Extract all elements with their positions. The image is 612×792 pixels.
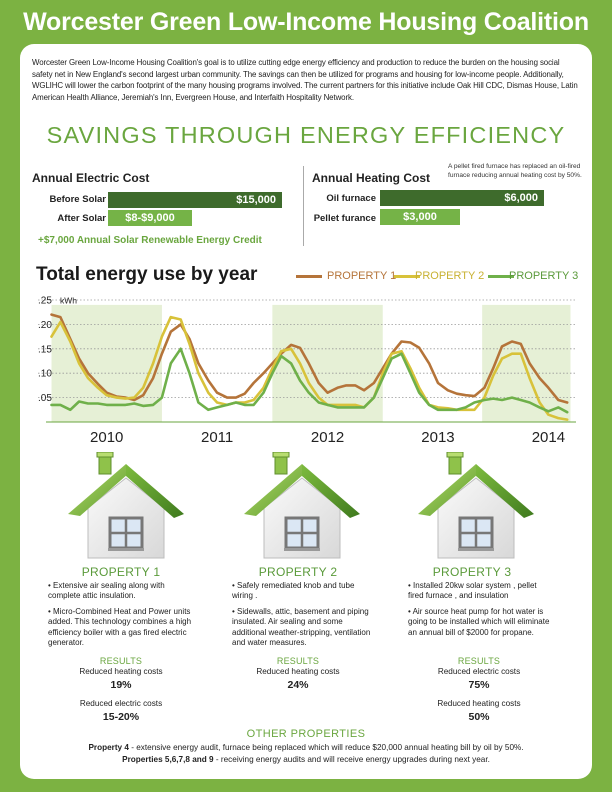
content-panel: Worcester Green Low-Income Housing Coali… (20, 44, 592, 779)
property-4-text: - extensive energy audit, furnace being … (128, 743, 524, 752)
heating-cost-title: Annual Heating Cost (312, 171, 431, 185)
y-tick-label: .25 (38, 296, 52, 307)
house-2-icon (242, 452, 362, 562)
savings-title: SAVINGS THROUGH ENERGY EFFICIENCY (46, 122, 566, 148)
heating-note: A pellet fired furnace has replaced an o… (448, 163, 582, 179)
result-label: Reduced electric costs (437, 667, 521, 676)
property-3-title: PROPERTY 3 (432, 565, 512, 579)
chart-legend: PROPERTY 1 PROPERTY 2 PROPERTY 3 (296, 270, 579, 284)
after-solar-label: After Solar (57, 213, 106, 224)
result-label: Reduced heating costs (437, 699, 521, 708)
series-line-property-1 (50, 313, 569, 404)
legend-label-property-2: PROPERTY 2 (415, 270, 485, 282)
other-properties-title: OTHER PROPERTIES (246, 728, 366, 740)
properties-5-9-label: Properties 5,6,7,8 and 9 (122, 755, 214, 764)
property-3-bullet: • Installed 20kw solar system , pellet f… (408, 581, 537, 601)
other-properties-line-1: Property 4 - extensive energy audit, fur… (20, 743, 592, 752)
property-4-label: Property 4 (88, 743, 129, 752)
result-value: 19% (110, 679, 132, 691)
y-tick-label: .20 (38, 320, 52, 331)
x-tick-label: 2014 (532, 429, 565, 446)
pellet-furnace-bar: $3,000 (380, 209, 460, 225)
results-heading: RESULTS (99, 656, 143, 666)
oil-furnace-label: Oil furnace (326, 193, 376, 204)
solar-credit-text: +$7,000 Annual Solar Renewable Energy Cr… (38, 235, 262, 246)
property-3-results: RESULTS Reduced electric costs 75% Reduc… (404, 656, 554, 731)
x-tick-label: 2012 (311, 429, 344, 446)
result-value: 50% (468, 711, 490, 723)
oil-furnace-bar: $6,000 (380, 190, 544, 206)
y-tick-label: .10 (38, 369, 52, 380)
result-label: Reduced electric costs (79, 699, 163, 708)
property-1-results: RESULTS Reduced heating costs 19% Reduce… (46, 656, 196, 731)
energy-line-chart: .25 .20 .15 .10 .05 kWh 2010 2011 2012 2013 2014 (38, 296, 576, 446)
house-illustration-2 (242, 452, 362, 567)
cost-divider (303, 166, 304, 246)
results-heading: RESULTS (276, 656, 320, 666)
property-1-bullet: • Micro-Combined Heat and Power units ad… (48, 606, 192, 648)
y-tick-label: .15 (38, 344, 52, 355)
results-heading: RESULTS (457, 656, 501, 666)
property-2-bullet: • Safely remediated knob and tube wiring… (232, 581, 355, 601)
legend-swatch-property-3 (488, 275, 514, 278)
legend-swatch-property-2 (394, 275, 420, 278)
other-properties-line-2: Properties 5,6,7,8 and 9 - receiving ene… (20, 755, 592, 764)
house-3-icon (416, 452, 536, 562)
result-value: 24% (287, 679, 309, 691)
house-1-icon (66, 452, 186, 562)
house-illustration-1 (66, 452, 186, 567)
intro-paragraph: Worcester Green Low-Income Housing Coali… (32, 58, 578, 102)
property-2-bullet: • Sidewalls, attic, basement and piping … (232, 606, 371, 648)
result-label: Reduced heating costs (256, 667, 340, 676)
after-solar-bar: $8-$9,000 (108, 210, 192, 226)
before-solar-bar: $15,000 (108, 192, 282, 208)
y-tick-label: .05 (38, 393, 52, 404)
series-line-property-3 (50, 347, 569, 414)
result-value: 15-20% (102, 711, 140, 723)
house-illustration-3 (416, 452, 536, 567)
x-tick-label: 2011 (201, 429, 233, 446)
chart-title: Total energy use by year (36, 264, 258, 285)
property-1-title: PROPERTY 1 (81, 565, 161, 579)
property-2-bullets: • Safely remediated knob and tube wiring… (232, 581, 372, 653)
x-tick-label: 2010 (90, 429, 123, 446)
pellet-furnace-label: Pellet furance (313, 213, 376, 224)
unit-label: kWh (60, 296, 77, 306)
property-1-bullet: • Extensive air sealing along with compl… (48, 581, 165, 601)
result-label: Reduced heating costs (79, 667, 163, 676)
property-1-bullets: • Extensive air sealing along with compl… (48, 581, 198, 653)
legend-swatch-property-1 (296, 275, 322, 278)
property-3-bullet: • Air source heat pump for hot water is … (408, 606, 550, 637)
legend-label-property-3: PROPERTY 3 (509, 270, 579, 282)
result-value: 75% (468, 679, 490, 691)
page-header: Worcester Green Low-Income Housing Coali… (0, 0, 612, 44)
properties-5-9-text: - receiving energy audits and will recei… (213, 755, 490, 764)
property-2-title: PROPERTY 2 (258, 565, 338, 579)
property-2-results: RESULTS Reduced heating costs 24% (223, 656, 373, 699)
legend-label-property-1: PROPERTY 1 (327, 270, 397, 282)
page-title: Worcester Green Low-Income Housing Coali… (23, 8, 589, 36)
property-3-bullets: • Installed 20kw solar system , pellet f… (408, 581, 553, 643)
electric-cost-title: Annual Electric Cost (32, 171, 150, 185)
before-solar-label: Before Solar (49, 194, 107, 205)
x-tick-label: 2013 (421, 429, 454, 446)
